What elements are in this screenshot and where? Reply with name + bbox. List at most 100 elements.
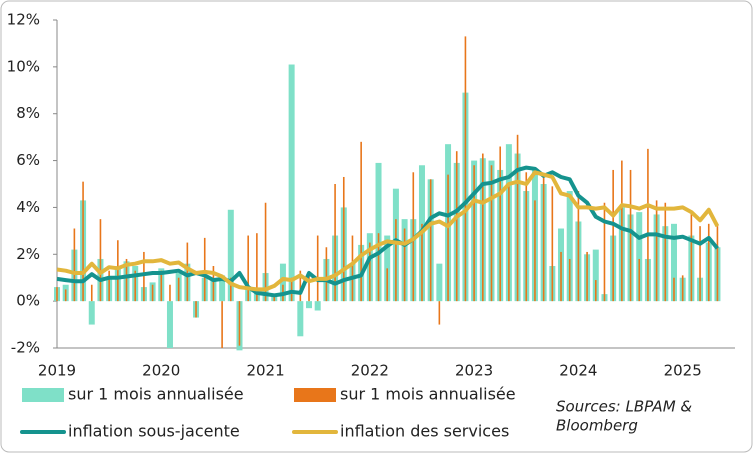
bar (534, 200, 536, 302)
x-tick-label: 2021 (246, 362, 284, 380)
y-tick-label: 8% (16, 104, 40, 122)
bar (707, 223, 710, 302)
legend-swatch (22, 388, 64, 402)
bar (288, 64, 295, 302)
bar (577, 191, 580, 302)
bar (612, 169, 614, 302)
bar (464, 36, 467, 302)
bar (690, 212, 693, 302)
bar (647, 148, 649, 302)
bar (403, 228, 406, 302)
y-tick-label: 0% (16, 292, 40, 310)
bar (664, 202, 667, 302)
bar (73, 228, 76, 302)
bar (108, 270, 110, 302)
bar (166, 301, 173, 348)
bar (203, 237, 206, 302)
bar (699, 226, 701, 302)
bar (117, 240, 119, 302)
bar (681, 275, 684, 302)
x-tick-label: 2019 (38, 362, 76, 380)
bar (351, 235, 354, 302)
bar (499, 146, 501, 302)
bar (316, 235, 319, 302)
bar (273, 296, 276, 302)
bar (473, 165, 475, 302)
bar (516, 134, 519, 302)
x-tick-label: 2022 (351, 362, 389, 380)
x-tick-label: 2020 (142, 362, 180, 380)
bar (716, 226, 719, 302)
bar (342, 176, 345, 302)
bar (525, 172, 528, 302)
bar (436, 263, 443, 302)
source-note: Bloomberg (556, 417, 638, 435)
bar (256, 233, 258, 302)
y-tick-label: -2% (11, 339, 40, 357)
bar (592, 249, 599, 302)
bar (629, 169, 632, 302)
bar (395, 219, 397, 302)
bar (655, 200, 658, 302)
bar (88, 301, 95, 325)
bar (377, 233, 380, 302)
bar (386, 268, 389, 302)
legend-swatch (294, 388, 336, 402)
bar (306, 301, 313, 309)
bar (227, 209, 234, 302)
bar (230, 277, 232, 302)
bar (143, 251, 145, 302)
bar (221, 301, 223, 348)
bar (621, 160, 623, 302)
bar (429, 179, 432, 302)
bar (279, 263, 286, 302)
bar (455, 151, 458, 302)
bar (82, 181, 84, 302)
legend-label: inflation des services (340, 422, 509, 441)
bar (134, 270, 137, 302)
bar (568, 258, 571, 302)
bar (299, 270, 302, 302)
bar (151, 284, 154, 302)
bar (586, 251, 588, 302)
bar (594, 280, 597, 302)
y-tick-label: 10% (7, 57, 40, 75)
bar (99, 219, 102, 302)
bar (195, 301, 197, 318)
bar (247, 235, 249, 302)
bar (219, 275, 226, 302)
bar (447, 174, 449, 302)
bar (64, 289, 67, 302)
line (56, 170, 720, 292)
legend-label: inflation sous-jacente (68, 422, 240, 441)
y-tick-label: 6% (16, 151, 40, 169)
line (56, 165, 719, 298)
bar (125, 258, 128, 302)
bar (90, 284, 93, 302)
bar (508, 186, 510, 302)
bar (375, 162, 382, 302)
bar (290, 277, 293, 302)
bar (542, 176, 545, 302)
bar (325, 247, 328, 302)
bar (673, 277, 675, 302)
bar (551, 186, 554, 302)
bar (308, 273, 310, 302)
x-tick-label: 2024 (559, 362, 597, 380)
y-tick-label: 4% (16, 198, 40, 216)
bar (186, 242, 189, 302)
bar (560, 251, 562, 302)
bar (297, 301, 304, 337)
bar (56, 287, 58, 302)
bar (490, 165, 493, 302)
bar (638, 258, 641, 302)
bar (314, 301, 321, 311)
bar (670, 223, 677, 302)
x-tick-label: 2023 (455, 362, 493, 380)
bar (482, 153, 484, 302)
legend-label: sur 1 mois annualisée (68, 385, 244, 404)
y-tick-label: 12% (7, 11, 40, 29)
bar (566, 191, 573, 302)
y-tick-label: 2% (16, 245, 40, 263)
